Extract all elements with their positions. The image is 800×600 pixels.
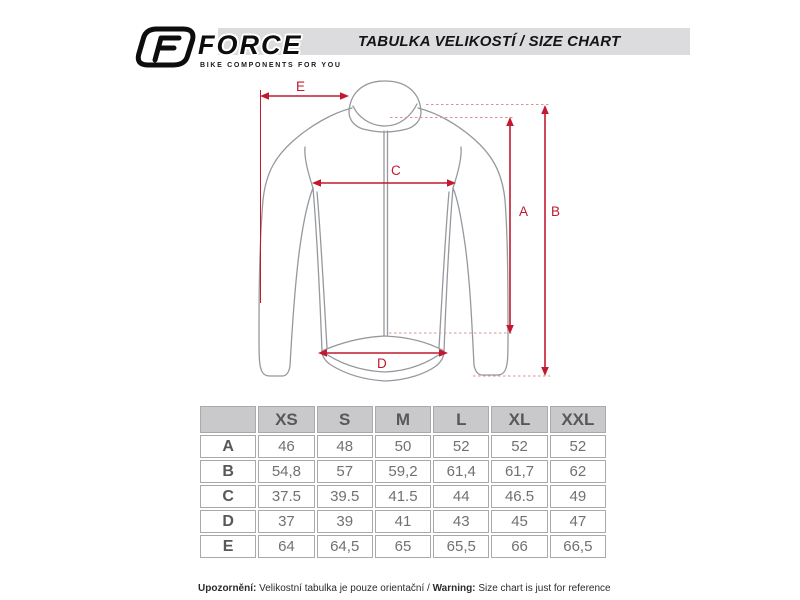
cell: 62 xyxy=(549,460,606,483)
cell: 44 xyxy=(433,485,490,508)
cell: 65 xyxy=(374,535,432,558)
cell: 37.5 xyxy=(258,485,315,508)
left-side-seam xyxy=(316,191,328,349)
cell: 46 xyxy=(258,435,315,458)
row-label: A xyxy=(200,435,257,458)
label-e: E xyxy=(296,79,305,94)
cell: 41 xyxy=(374,510,432,533)
column-header-l: L xyxy=(433,406,490,433)
column-header-xs: XS xyxy=(258,406,315,433)
arrowhead xyxy=(340,92,349,100)
cell: 50 xyxy=(374,435,432,458)
cell: 54,8 xyxy=(258,460,315,483)
left-armpit-seam xyxy=(304,146,314,189)
cell: 61,7 xyxy=(491,460,548,483)
label-d: D xyxy=(377,356,387,371)
cell: 37 xyxy=(258,510,315,533)
column-header-xl: XL xyxy=(491,406,548,433)
disclaimer-text-en: Size chart is just for reference xyxy=(478,583,611,594)
hem-mid xyxy=(321,350,445,373)
collar-outer xyxy=(348,80,422,133)
left-body-side xyxy=(312,187,323,352)
cell: 65,5 xyxy=(433,535,490,558)
cell: 61,4 xyxy=(433,460,490,483)
page-title: TABULKA VELIKOSTÍ / SIZE CHART xyxy=(358,33,621,50)
disclaimer-note: Upozornění: Velikostní tabulka je pouze … xyxy=(198,583,611,594)
cell: 66 xyxy=(491,535,548,558)
disclaimer-label-en: Warning: xyxy=(432,583,476,594)
hem-bottom xyxy=(321,350,445,382)
cell: 57 xyxy=(316,460,373,483)
collar-inner xyxy=(352,103,418,127)
brand-name: FORCE xyxy=(198,30,303,60)
jersey-measurement-diagram: E C D A B xyxy=(258,79,560,382)
disclaimer-text-cz: Velikostní tabulka je pouze orientační xyxy=(259,583,425,594)
brand-tagline: BIKE COMPONENTS FOR YOU xyxy=(200,62,342,69)
cell: 48 xyxy=(316,435,373,458)
disclaimer-separator: / xyxy=(427,583,430,594)
arrowhead xyxy=(541,105,549,114)
cell: 52 xyxy=(549,435,606,458)
row-label: B xyxy=(200,460,257,483)
cell: 39 xyxy=(316,510,373,533)
arrowhead xyxy=(541,367,549,376)
table-row-e: E 64 64,5 65 65,5 66 66,5 xyxy=(200,535,606,558)
cell: 66,5 xyxy=(549,535,606,558)
right-sleeve xyxy=(417,107,509,376)
projection-lines xyxy=(389,104,550,377)
row-label: C xyxy=(200,485,257,508)
table-row-c: C 37.5 39.5 41.5 44 46.5 49 xyxy=(200,485,606,508)
force-logo: FORCE BIKE COMPONENTS FOR YOU xyxy=(135,24,345,72)
arrowhead xyxy=(506,325,514,334)
table-row-a: A 46 48 50 52 52 52 xyxy=(200,435,606,458)
row-label: D xyxy=(200,510,257,533)
arrowhead xyxy=(506,117,514,126)
title-banner: TABULKA VELIKOSTÍ / SIZE CHART xyxy=(218,28,690,55)
arrowhead xyxy=(318,349,327,357)
row-label: E xyxy=(200,535,257,558)
cell: 46.5 xyxy=(491,485,548,508)
right-body-side xyxy=(443,187,454,352)
label-b: B xyxy=(551,204,560,219)
cell: 45 xyxy=(491,510,548,533)
cell: 52 xyxy=(491,435,548,458)
cell: 59,2 xyxy=(374,460,432,483)
arrowhead xyxy=(312,179,321,187)
corner-cell xyxy=(200,406,257,433)
jersey-outline xyxy=(258,80,509,382)
arrowhead xyxy=(439,349,448,357)
arrowhead xyxy=(447,179,456,187)
cell: 64 xyxy=(258,535,315,558)
hem-front xyxy=(321,335,445,352)
size-table: XS S M L XL XXL A 46 48 50 52 52 52 B 54… xyxy=(198,404,608,560)
left-sleeve xyxy=(258,107,353,377)
force-logo-emblem-icon xyxy=(135,26,196,68)
cell: 47 xyxy=(549,510,606,533)
disclaimer-label-cz: Upozornění: xyxy=(198,583,257,594)
cell: 64,5 xyxy=(316,535,373,558)
right-armpit-seam xyxy=(452,146,462,189)
measurement-labels: E C D A B xyxy=(296,79,560,371)
label-a: A xyxy=(519,204,528,219)
size-table-header-row: XS S M L XL XXL xyxy=(200,406,606,433)
cell: 52 xyxy=(433,435,490,458)
table-row-d: D 37 39 41 43 45 47 xyxy=(200,510,606,533)
table-row-b: B 54,8 57 59,2 61,4 61,7 62 xyxy=(200,460,606,483)
column-header-s: S xyxy=(316,406,373,433)
right-side-seam xyxy=(438,191,450,349)
cell: 43 xyxy=(433,510,490,533)
column-header-xxl: XXL xyxy=(549,406,606,433)
label-c: C xyxy=(391,163,401,178)
cell: 49 xyxy=(549,485,606,508)
cell: 39.5 xyxy=(316,485,373,508)
arrowhead xyxy=(260,92,269,100)
measurement-arrows xyxy=(260,90,549,376)
column-header-m: M xyxy=(374,406,432,433)
cell: 41.5 xyxy=(374,485,432,508)
